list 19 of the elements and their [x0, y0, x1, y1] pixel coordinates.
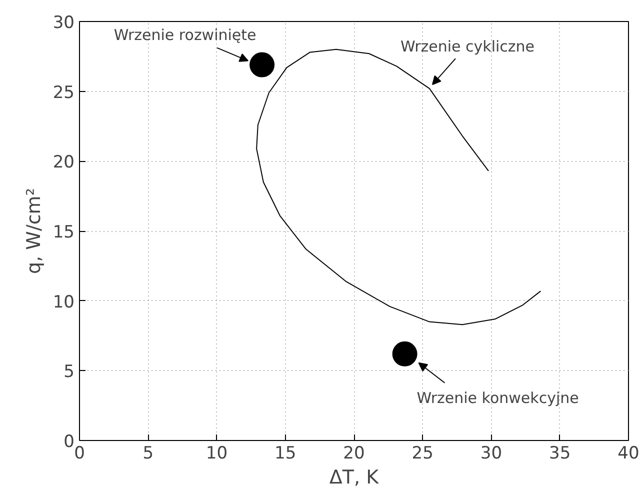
y-tick-label: 30	[52, 13, 75, 33]
x-axis-title: ΔT, K	[329, 466, 380, 488]
x-tick-label: 5	[142, 444, 154, 464]
annotation: Wrzenie konwekcyjne	[416, 388, 579, 407]
x-tick-label: 30	[480, 444, 502, 464]
x-tick-label: 25	[412, 444, 434, 464]
x-tick-label: 35	[549, 444, 571, 464]
x-tick-label: 20	[343, 444, 365, 464]
x-tick-label: 40	[618, 444, 640, 464]
annotation: Wrzenie rozwinięte	[114, 26, 256, 44]
y-tick-label: 5	[64, 362, 75, 382]
y-tick-label: 10	[52, 292, 75, 312]
y-axis-title: q, W/cm²	[22, 188, 45, 274]
annotation: Wrzenie cykliczne	[400, 38, 535, 56]
y-tick-label: 25	[52, 82, 75, 103]
y-tick-label: 20	[52, 152, 75, 173]
x-tick-label: 10	[206, 444, 228, 464]
y-tick-label: 15	[52, 222, 75, 242]
x-tick-label: 15	[274, 444, 296, 464]
